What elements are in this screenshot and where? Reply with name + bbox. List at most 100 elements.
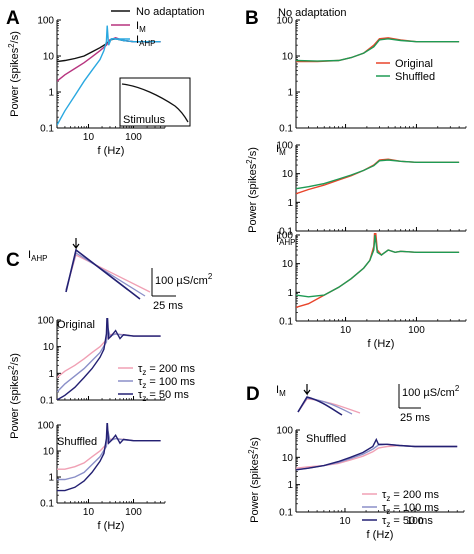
legend-d: τz = 200 ms τz = 100 ms τz = 50 ms	[362, 489, 439, 529]
y-tick-label: 10	[43, 447, 55, 458]
x-axis-label: f (Hz)	[98, 145, 125, 157]
panel-label-a: A	[6, 8, 20, 29]
panel-label-d: D	[246, 384, 260, 405]
series-line-2	[296, 437, 458, 471]
stimulus-label: Stimulus	[123, 114, 166, 126]
b2-title: IM	[276, 143, 286, 157]
y-tick-label: 10	[43, 342, 55, 353]
y-tick-label: 10	[282, 259, 294, 270]
c-title: IAHP	[28, 249, 48, 263]
d-title: IM	[276, 384, 286, 398]
legend-b: Original Shuffled	[376, 58, 435, 83]
y-tick-label: 10	[282, 52, 294, 63]
legend-b-text-1: Original	[395, 58, 433, 70]
x-tick-label: 10	[83, 507, 95, 518]
y-tick-label: 1	[48, 369, 54, 380]
b3-title: IAHP	[276, 233, 296, 247]
d-bottom-label: Shuffled	[306, 433, 346, 445]
stimulus-curve	[121, 83, 189, 123]
x-tick-label: 10	[83, 132, 95, 143]
c-scale-cond: 100 µS/cm2	[155, 272, 213, 287]
y-tick-label: 0.1	[40, 499, 54, 510]
series-line-2	[57, 318, 161, 400]
x-tick-label: 100	[407, 516, 424, 527]
chart-C-original: 0.1 1 10 100 Power (spikes2/s)	[7, 316, 166, 439]
legend-a-text-2: IM	[136, 20, 146, 34]
y-tick-label: 1	[48, 88, 54, 99]
d-trace-100	[297, 397, 353, 415]
y-tick-label: 100	[276, 231, 293, 242]
y-tick-label: 1	[287, 198, 293, 209]
x-tick-label: 100	[125, 507, 142, 518]
d-trace-50	[297, 396, 343, 416]
series-line-2	[57, 25, 161, 126]
x-tick-label: 10	[339, 516, 351, 527]
c-scale-time: 25 ms	[153, 300, 183, 312]
x-tick-label: 100	[408, 325, 425, 336]
chart-D-shuffled: 0.1 1 10 100 10 100 f (Hz) Power (spikes2/s)	[247, 426, 465, 541]
legend-d-text-1: τz = 200 ms	[382, 489, 439, 503]
y-tick-label: 0.1	[40, 396, 54, 407]
y-tick-label: 0.1	[279, 124, 293, 135]
legend-d-text-3: τz = 50 ms	[382, 515, 433, 529]
legend-d-text-2: τz = 100 ms	[382, 502, 439, 516]
panel-label-b: B	[245, 8, 259, 29]
series-line-1	[296, 159, 460, 190]
x-tick-label: 10	[340, 325, 352, 336]
y-tick-label: 100	[37, 421, 54, 432]
y-axis-label: Power (spikes2/s)	[7, 353, 21, 439]
y-axis-label: Power (spikes2/s)	[245, 147, 259, 233]
y-tick-label: 0.1	[279, 508, 293, 519]
x-axis-label: f (Hz)	[98, 520, 125, 532]
b1-title: No adaptation	[278, 7, 347, 19]
y-tick-label: 1	[287, 88, 293, 99]
d-conductance-traces: IM 100 µS/cm2 25 ms	[276, 384, 460, 424]
c-trace-100	[65, 251, 146, 297]
c-conductance-traces: IAHP 100 µS/cm2 25 ms	[28, 238, 213, 312]
legend-a-text-1: No adaptation	[136, 6, 205, 18]
y-tick-label: 100	[276, 426, 293, 437]
y-tick-label: 100	[37, 316, 54, 327]
stimulus-inset: Stimulus	[119, 77, 191, 127]
y-tick-label: 1	[287, 480, 293, 491]
series-line-0	[296, 444, 458, 469]
c-trace-50	[65, 248, 141, 300]
chart-B-IM: 0.1 1 10 100 Power (spikes2/s)	[245, 141, 467, 238]
x-tick-label: 100	[125, 132, 142, 143]
y-axis-label: Power (spikes2/s)	[7, 31, 21, 117]
legend-b-text-2: Shuffled	[395, 71, 435, 83]
legend-a: No adaptation IM IAHP	[111, 6, 205, 48]
series-line-0	[296, 158, 460, 195]
series-line-1	[296, 234, 460, 298]
d-scale-time: 25 ms	[400, 412, 430, 424]
c-arrow-icon	[72, 238, 80, 250]
y-tick-label: 100	[276, 141, 293, 152]
c-bottom-label: Shuffled	[57, 436, 97, 448]
y-tick-label: 10	[282, 453, 294, 464]
y-tick-label: 0.1	[279, 227, 293, 238]
y-tick-label: 100	[276, 16, 293, 27]
y-tick-label: 0.1	[279, 317, 293, 328]
legend-c: τz = 200 ms τz = 100 ms τz = 50 ms	[118, 363, 195, 403]
chart-B-IAHP: 0.1 1 10 100 10 100 f (Hz)	[276, 231, 467, 350]
y-tick-label: 1	[287, 288, 293, 299]
d-scale-cond: 100 µS/cm2	[402, 384, 460, 399]
x-axis-label: f (Hz)	[368, 338, 395, 350]
series-line-2	[57, 423, 161, 492]
legend-a-text-3: IAHP	[136, 34, 156, 48]
chart-B-no-adaptation: 0.1 1 10 100	[276, 16, 467, 135]
y-tick-label: 1	[48, 473, 54, 484]
x-axis-label: f (Hz)	[367, 529, 394, 541]
panel-label-c: C	[6, 250, 20, 271]
y-tick-label: 0.1	[40, 124, 54, 135]
y-tick-label: 100	[37, 16, 54, 27]
d-arrow-icon	[303, 384, 311, 396]
legend-c-text-3: τz = 50 ms	[138, 389, 189, 403]
y-tick-label: 10	[43, 52, 55, 63]
y-tick-label: 10	[282, 169, 294, 180]
y-axis-label: Power (spikes2/s)	[247, 437, 261, 523]
legend-c-text-1: τz = 200 ms	[138, 363, 195, 377]
